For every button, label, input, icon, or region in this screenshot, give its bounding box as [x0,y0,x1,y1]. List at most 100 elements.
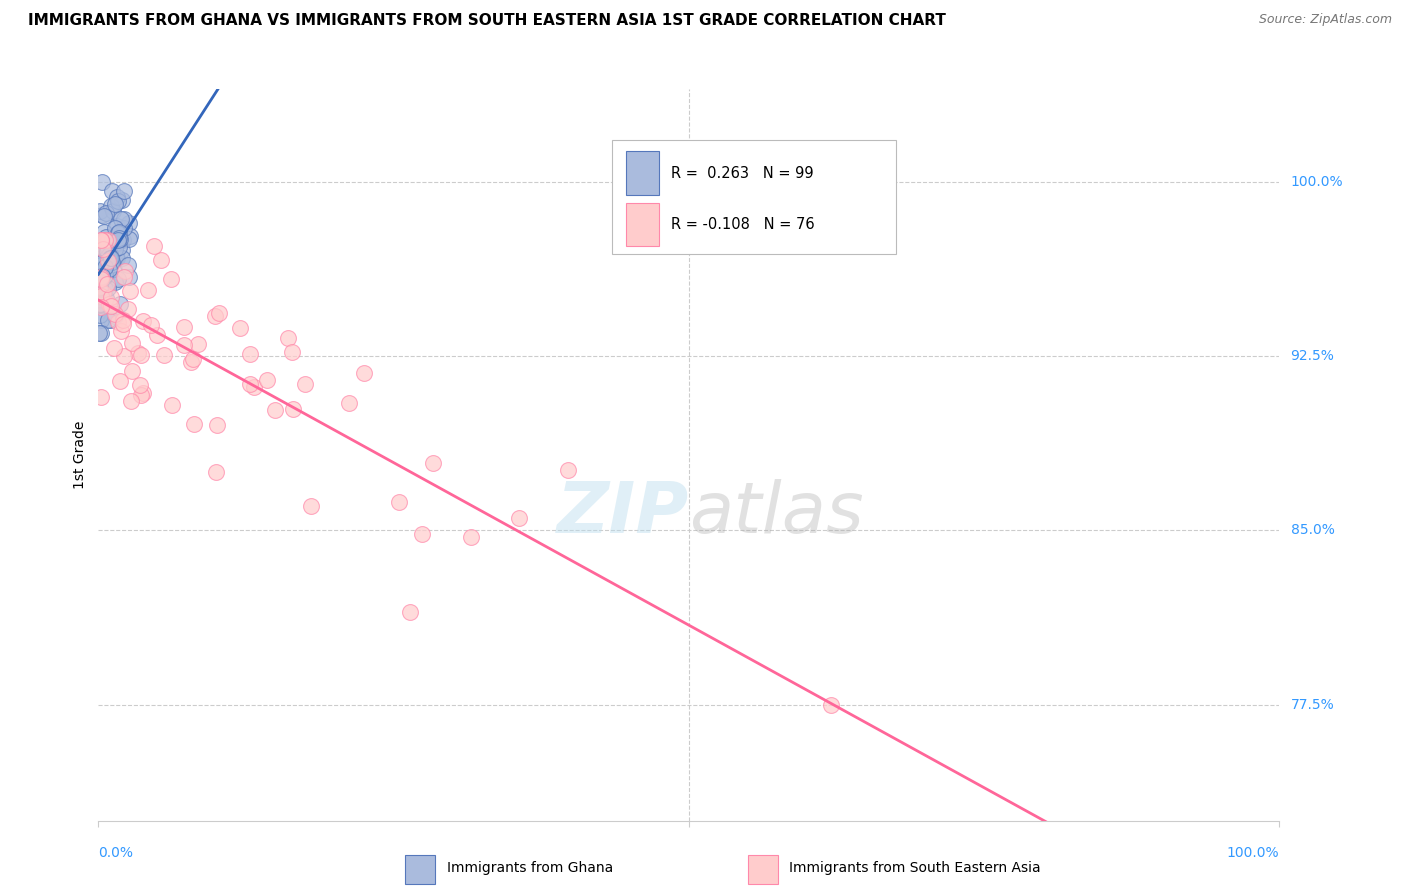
Point [97,242,120,256]
Point [150,252,173,267]
Point [294,377,316,392]
Point [118,216,141,230]
Point [93,252,115,266]
Point [96,267,118,281]
Point [107,314,129,328]
Bar [626,202,659,246]
Point [89,276,111,290]
Text: 100.0%: 100.0% [1227,846,1279,860]
Point [96,229,118,244]
Point [87,255,110,269]
Point [89,296,111,310]
Point [422,456,444,470]
Point [111,194,134,208]
Point [93,252,115,267]
Point [103,203,125,218]
Point [97,233,120,247]
Point [105,230,128,244]
Bar [748,855,778,884]
Point [104,197,127,211]
Point [100,299,122,313]
Point [91,242,114,256]
Point [299,500,322,514]
Point [141,318,163,332]
Text: Immigrants from South Eastern Asia: Immigrants from South Eastern Asia [789,861,1040,875]
Point [90,300,112,314]
Point [101,245,124,260]
Point [107,225,129,239]
Point [121,335,143,350]
Point [114,264,136,278]
Point [105,251,128,265]
Point [138,283,160,297]
Point [101,255,124,269]
Point [117,301,139,316]
FancyBboxPatch shape [612,140,896,253]
Point [97,281,120,295]
Point [96,277,118,291]
Point [104,242,127,256]
Point [105,250,128,264]
Point [89,308,111,322]
Point [100,237,122,252]
Point [100,254,122,268]
Point [204,309,226,323]
Point [399,605,422,619]
Point [90,255,112,269]
Point [90,270,112,285]
Point [118,232,141,246]
Point [204,466,226,480]
Point [100,184,122,198]
Point [117,269,139,284]
Point [120,229,142,244]
Point [89,298,111,312]
Point [90,390,112,404]
Point [131,388,153,402]
Text: atlas: atlas [689,479,863,548]
Point [91,233,114,247]
Point [110,374,132,388]
Point [89,280,111,294]
Point [243,380,266,394]
Point [100,290,122,304]
Point [281,345,304,359]
Point [98,248,121,262]
Point [89,283,111,297]
Point [103,341,125,355]
Point [100,251,122,265]
Point [94,233,117,247]
Point [104,275,127,289]
Point [90,233,112,247]
Point [283,402,305,417]
Point [103,261,125,276]
Point [100,313,122,327]
Point [98,261,121,276]
Point [89,204,111,219]
Point [132,386,155,401]
Point [105,235,128,250]
Point [98,247,121,261]
Point [90,267,112,281]
Point [120,394,142,409]
Point [100,199,122,213]
Point [111,251,134,265]
Point [411,526,433,541]
Point [129,348,152,362]
Point [97,313,120,327]
Point [181,351,204,366]
Point [187,336,209,351]
Point [277,331,299,345]
Point [89,287,111,301]
Point [90,284,112,298]
Point [142,239,165,253]
Point [110,324,132,338]
Point [108,234,131,248]
Point [90,313,112,327]
Point [93,269,115,284]
Point [94,291,117,305]
Point [90,256,112,270]
Point [94,205,117,219]
Point [264,403,287,417]
Point [388,495,411,509]
Point [94,282,117,296]
